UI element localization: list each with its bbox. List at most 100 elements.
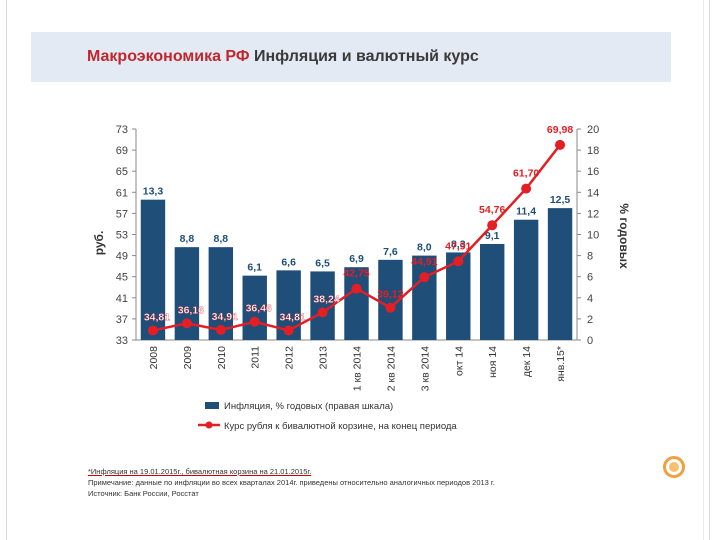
legend-line-marker <box>205 421 213 429</box>
footnote-3: Источник: Банк России, Росстат <box>88 489 199 498</box>
right-tick-label: 14 <box>587 187 599 199</box>
ruble-rate-label: 39,12 <box>377 289 403 301</box>
ruble-rate-label: 61,70 <box>513 168 539 180</box>
category-label: 2008 <box>148 346 160 370</box>
ruble-rate-label: 38,24 <box>313 293 339 305</box>
left-tick-label: 37 <box>116 314 128 326</box>
right-tick-label: 16 <box>587 166 599 178</box>
title-bar: Макроэкономика РФ Инфляция и валютный ку… <box>31 32 671 82</box>
ruble-rate-point <box>555 139 566 150</box>
category-label: дек 14 <box>521 346 533 377</box>
right-tick-label: 2 <box>587 314 593 326</box>
slide-nav-orb-inner <box>669 462 679 472</box>
ruble-rate-point <box>147 325 158 336</box>
category-label: 2010 <box>216 346 228 370</box>
footnotes: *Инфляция на 19.01.2015г., бивалютная ко… <box>88 466 648 499</box>
inflation-bar-label: 11,4 <box>516 206 536 218</box>
right-tick-label: 0 <box>587 335 593 347</box>
ruble-rate-label: 54,76 <box>479 204 505 216</box>
right-tick-label: 6 <box>587 272 593 284</box>
inflation-bar <box>412 255 437 340</box>
right-tick-label: 20 <box>587 124 599 136</box>
right-tick-label: 10 <box>587 230 599 242</box>
ruble-rate-label: 36,16 <box>178 304 204 316</box>
slide-left-border <box>6 0 7 540</box>
inflation-bar-label: 6,9 <box>349 253 364 265</box>
category-label: 3 кв 2014 <box>419 346 431 391</box>
inflation-bar-label: 7,6 <box>383 246 398 258</box>
left-tick-label: 73 <box>116 124 128 136</box>
inflation-bar <box>547 208 573 340</box>
ruble-rate-label: 34,81 <box>144 311 170 323</box>
category-label: 2 кв 2014 <box>385 346 397 391</box>
ruble-rate-point <box>181 318 192 329</box>
inflation-bar <box>242 275 267 340</box>
ruble-rate-label: 42,75 <box>343 268 369 280</box>
inflation-bar-label: 8,3 <box>451 238 466 250</box>
footnote-1: *Инфляция на 19.01.2015г., бивалютная ко… <box>88 467 312 476</box>
ruble-rate-label: 36,46 <box>246 303 272 315</box>
ruble-rate-point <box>487 220 498 231</box>
left-tick-label: 53 <box>116 230 128 242</box>
left-tick-label: 49 <box>116 251 128 263</box>
ruble-rate-point <box>317 307 328 318</box>
inflation-bar-label: 8,8 <box>214 233 229 245</box>
inflation-bar <box>446 252 471 340</box>
left-tick-label: 45 <box>116 272 128 284</box>
left-tick-label: 33 <box>116 335 128 347</box>
category-label: янв.15* <box>555 346 567 382</box>
inflation-bar <box>344 267 369 340</box>
slide-right-border-inner <box>703 0 704 540</box>
ruble-rate-point <box>385 302 396 313</box>
category-label: 2012 <box>284 346 296 370</box>
right-axis-title: % годовых <box>617 203 631 269</box>
ruble-rate-label: 44,91 <box>411 256 437 268</box>
ruble-rate-label: 47,91 <box>445 240 471 252</box>
right-tick-label: 4 <box>587 293 593 305</box>
right-tick-label: 12 <box>587 208 599 220</box>
slide-right-border <box>709 0 710 540</box>
inflation-bar <box>208 247 234 340</box>
legend-bar-label: Инфляция, % годовых (правая шкала) <box>224 401 393 412</box>
legend-line-label: Курс рубля к бивалютной корзине, на коне… <box>224 421 457 432</box>
title-rest: Инфляция и валютный курс <box>249 48 479 65</box>
inflation-bar-label: 6,5 <box>315 257 330 269</box>
category-label: окт 14 <box>453 346 465 376</box>
left-axis-title: руб. <box>92 231 106 256</box>
title-highlight: Макроэкономика РФ <box>87 48 250 65</box>
inflation-bar-label: 8,8 <box>180 233 195 245</box>
ruble-rate-point <box>215 324 226 335</box>
inflation-bar <box>479 243 505 340</box>
slide-title: Макроэкономика РФ Инфляция и валютный ку… <box>87 48 479 66</box>
ruble-rate-point <box>351 283 362 294</box>
inflation-bar <box>140 199 166 340</box>
ruble-rate-point <box>249 316 260 327</box>
inflation-bar <box>513 219 539 340</box>
category-label: 2011 <box>250 346 262 369</box>
left-tick-label: 69 <box>116 145 128 157</box>
right-tick-label: 18 <box>587 145 599 157</box>
inflation-bar-label: 8,0 <box>417 242 432 254</box>
inflation-bar-label: 9,1 <box>485 230 500 242</box>
ruble-rate-label: 34,91 <box>212 311 238 323</box>
ruble-rate-label: 34,81 <box>280 311 306 323</box>
category-label: ноя 14 <box>487 346 499 378</box>
ruble-rate-point <box>419 272 430 283</box>
category-label: 1 кв 2014 <box>352 346 364 391</box>
footnote-2: Примечание: данные по инфляции во всех к… <box>88 478 495 487</box>
inflation-bar-label: 13,3 <box>143 186 164 198</box>
ruble-rate-label: 69,98 <box>547 124 573 136</box>
category-label: 2013 <box>318 346 330 370</box>
left-tick-label: 61 <box>116 187 128 199</box>
left-tick-label: 57 <box>116 208 128 220</box>
legend-bar-swatch <box>205 402 219 409</box>
ruble-rate-point <box>453 256 464 267</box>
ruble-rate-point <box>521 183 532 194</box>
left-tick-label: 65 <box>116 166 128 178</box>
inflation-bar-label: 6,1 <box>247 262 262 274</box>
right-tick-label: 8 <box>587 251 593 263</box>
category-label: 2009 <box>182 346 194 370</box>
left-tick-label: 41 <box>116 293 128 305</box>
inflation-bar-label: 12,5 <box>550 194 571 206</box>
